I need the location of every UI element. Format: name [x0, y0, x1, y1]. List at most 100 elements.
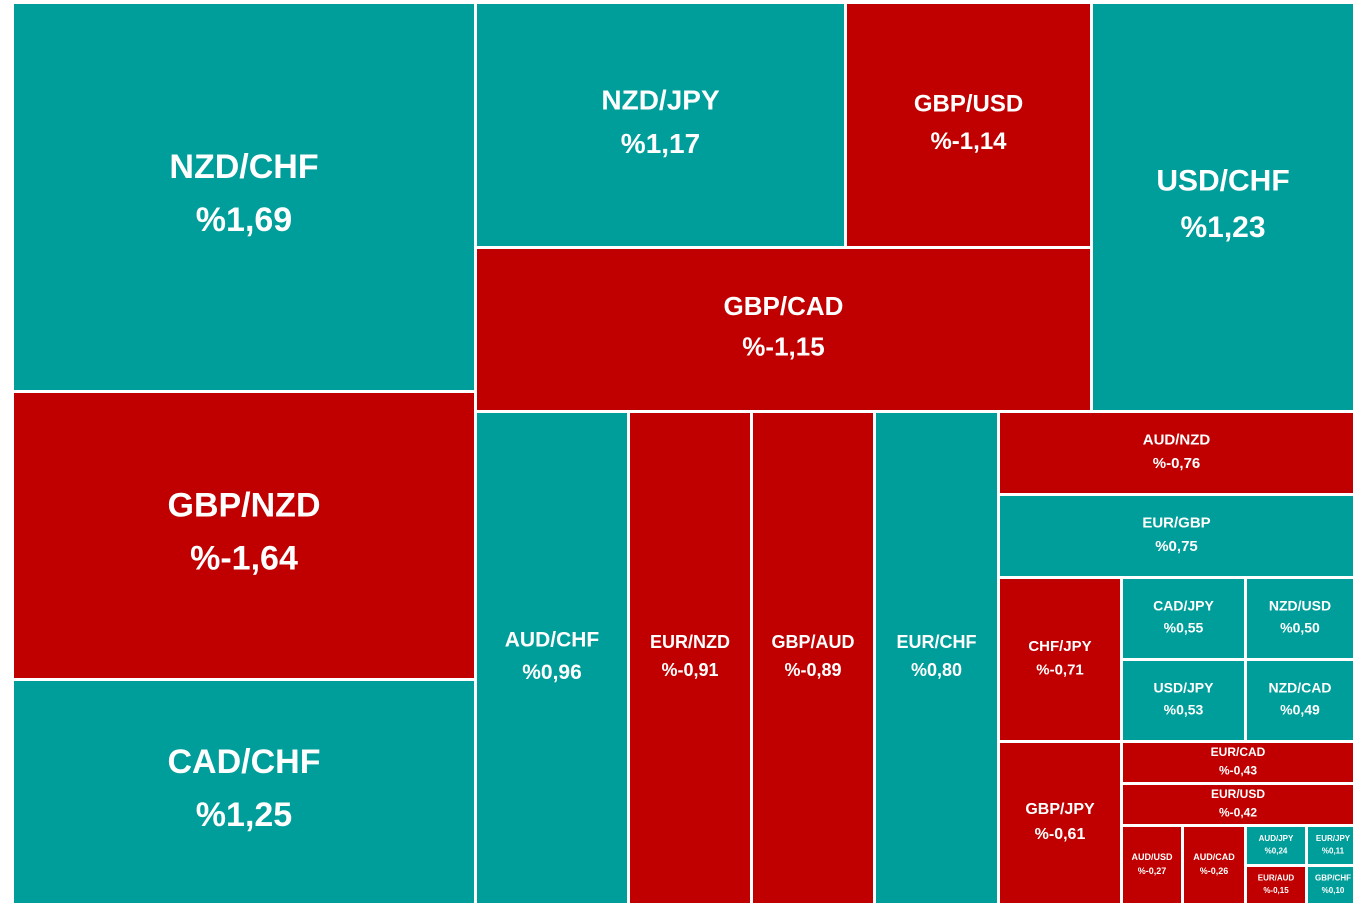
tile-name: CHF/JPY [1028, 638, 1091, 655]
tile-value: %-0,43 [1219, 764, 1257, 778]
tile-rect [876, 413, 997, 903]
tile-rect [1123, 827, 1181, 903]
tile-rect [14, 681, 474, 903]
tile-value: %0,24 [1265, 847, 1288, 856]
tile-rect [1000, 743, 1120, 903]
tile: EUR/AUD %-0,15 [1247, 867, 1305, 903]
tile: NZD/JPY %1,17 [477, 4, 844, 246]
tile-rect [477, 413, 627, 903]
tile-rect [1123, 661, 1244, 740]
tile-value: %-0,89 [784, 660, 841, 680]
tile: AUD/CAD %-0,26 [1184, 827, 1244, 903]
tile-value: %1,23 [1180, 211, 1265, 244]
tile-name: EUR/JPY [1316, 834, 1351, 843]
tile-value: %0,55 [1164, 620, 1204, 636]
tile-name: NZD/CAD [1269, 680, 1332, 696]
tile: AUD/USD %-0,27 [1123, 827, 1181, 903]
tile: NZD/CAD %0,49 [1247, 661, 1353, 740]
tile-rect [1000, 579, 1120, 740]
tile: USD/JPY %0,53 [1123, 661, 1244, 740]
tile-rect [1123, 579, 1244, 658]
tile: GBP/AUD %-0,89 [753, 413, 873, 903]
tile-name: CAD/JPY [1153, 598, 1214, 614]
tile-name: AUD/CAD [1193, 852, 1235, 862]
tile-value: %-0,42 [1219, 806, 1257, 820]
tile-value: %0,49 [1280, 702, 1320, 718]
tile-rect [1123, 785, 1353, 824]
tile-name: GBP/CHF [1315, 874, 1351, 883]
tile: GBP/JPY %-0,61 [1000, 743, 1120, 903]
tile-value: %-0,91 [661, 660, 718, 680]
tile-rect [1123, 743, 1353, 782]
tile-value: %1,69 [196, 201, 292, 239]
tile: AUD/JPY %0,24 [1247, 827, 1305, 864]
tile-name: USD/CHF [1156, 164, 1289, 197]
tile-rect [1308, 827, 1353, 864]
tile: CHF/JPY %-0,71 [1000, 579, 1120, 740]
tile-value: %-0,61 [1035, 826, 1086, 843]
tile-value: %0,96 [522, 661, 582, 684]
tile-value: %0,10 [1322, 886, 1345, 895]
tile-value: %0,53 [1164, 702, 1204, 718]
tile-name: CAD/CHF [168, 743, 321, 781]
tile-value: %-1,15 [742, 332, 824, 362]
tile-value: %-1,14 [930, 128, 1007, 155]
tile-value: %-0,71 [1036, 662, 1084, 679]
tile-name: EUR/AUD [1258, 874, 1295, 883]
tile-name: GBP/CAD [724, 291, 844, 321]
tile-name: GBP/AUD [771, 632, 854, 652]
tile-name: GBP/USD [914, 91, 1023, 118]
tile-rect [1184, 827, 1244, 903]
tile-value: %1,25 [196, 796, 292, 834]
tile-name: EUR/GBP [1142, 515, 1210, 532]
tile: CAD/JPY %0,55 [1123, 579, 1244, 658]
tile: CAD/CHF %1,25 [14, 681, 474, 903]
tile-rect [1247, 661, 1353, 740]
tile-rect [14, 393, 474, 678]
tile-value: %-0,26 [1200, 866, 1229, 876]
tile-value: %0,75 [1155, 538, 1198, 555]
tile-name: NZD/USD [1269, 598, 1331, 614]
tile-name: NZD/JPY [601, 84, 720, 115]
tile: EUR/GBP %0,75 [1000, 496, 1353, 576]
tile-name: NZD/CHF [169, 148, 318, 186]
tile-rect [477, 4, 844, 246]
tile-value: %-0,15 [1263, 886, 1289, 895]
tile-value: %1,17 [621, 128, 700, 159]
tile-rect [630, 413, 750, 903]
tile-value: %-0,27 [1138, 866, 1167, 876]
tile-name: EUR/USD [1211, 787, 1265, 801]
tile-value: %0,11 [1322, 847, 1345, 856]
tile-value: %-1,64 [190, 540, 298, 578]
tile-name: AUD/NZD [1143, 432, 1211, 449]
tile: NZD/CHF %1,69 [14, 4, 474, 390]
tile: EUR/NZD %-0,91 [630, 413, 750, 903]
tile-rect [1247, 579, 1353, 658]
tile-rect [1000, 496, 1353, 576]
tile: GBP/USD %-1,14 [847, 4, 1090, 246]
tile-rect [1000, 413, 1353, 493]
tile-name: AUD/USD [1131, 852, 1173, 862]
tile-name: AUD/CHF [505, 628, 600, 651]
tile: EUR/CAD %-0,43 [1123, 743, 1353, 782]
tile-name: EUR/CHF [897, 632, 977, 652]
tile-rect [847, 4, 1090, 246]
tile-name: AUD/JPY [1259, 834, 1294, 843]
tile: GBP/NZD %-1,64 [14, 393, 474, 678]
tile: GBP/CHF %0,10 [1308, 867, 1353, 903]
tile-rect [1093, 4, 1353, 410]
tile: EUR/USD %-0,42 [1123, 785, 1353, 824]
tile-rect [1308, 867, 1353, 903]
tile-name: EUR/NZD [650, 632, 730, 652]
tile-value: %-0,76 [1153, 455, 1201, 472]
tile: GBP/CAD %-1,15 [477, 249, 1090, 410]
tile-name: GBP/JPY [1025, 801, 1095, 818]
tile-value: %0,50 [1280, 620, 1320, 636]
tile: EUR/JPY %0,11 [1308, 827, 1353, 864]
tile-name: USD/JPY [1154, 680, 1215, 696]
tile-value: %0,80 [911, 660, 962, 680]
tile-rect [1247, 867, 1305, 903]
tile-name: GBP/NZD [168, 487, 321, 525]
